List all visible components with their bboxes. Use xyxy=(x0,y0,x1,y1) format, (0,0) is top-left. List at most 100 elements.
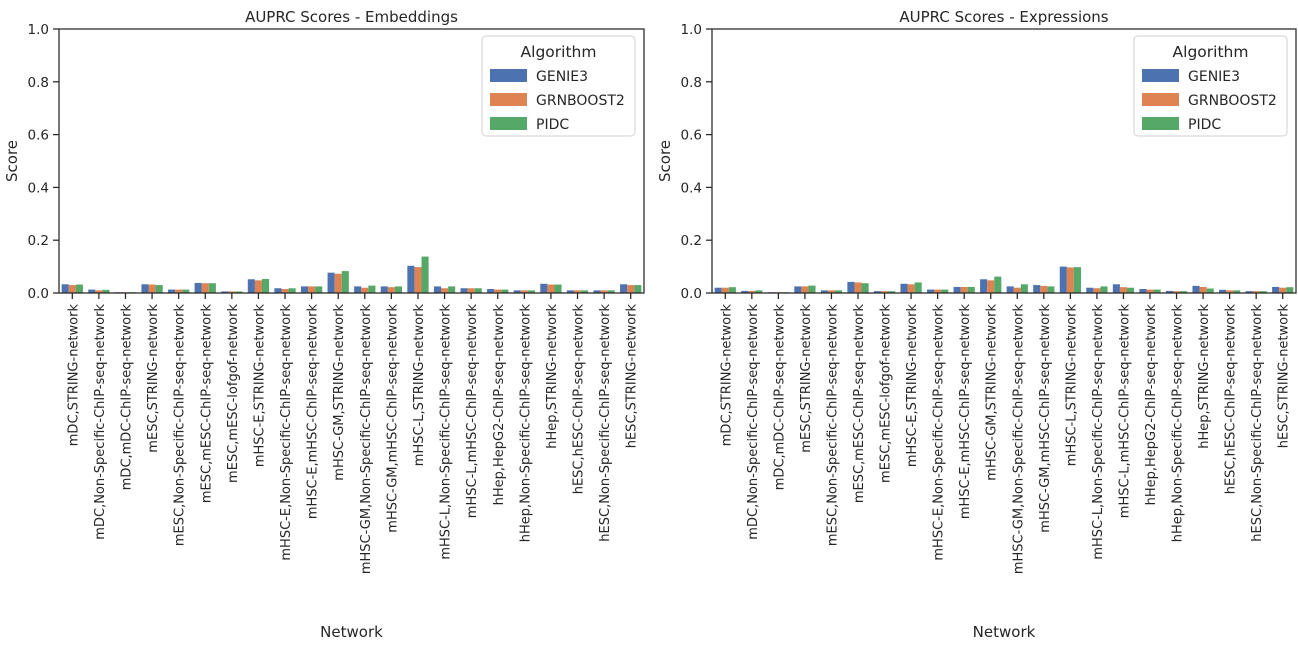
y-tick-label: 0.6 xyxy=(681,128,702,144)
bar-grnboost2-10 xyxy=(987,280,995,293)
bar-grnboost2-13 xyxy=(414,267,422,293)
bar-genie3-19 xyxy=(1219,289,1227,293)
bar-pidc-21 xyxy=(1286,287,1294,293)
x-tick-label: hESC,STRING-network xyxy=(625,304,640,449)
bar-grnboost2-8 xyxy=(934,289,942,293)
bar-pidc-21 xyxy=(634,285,642,293)
bar-pidc-18 xyxy=(554,284,562,293)
legend-swatch-grnboost2 xyxy=(490,93,527,106)
bar-grnboost2-6 xyxy=(881,291,889,293)
legend-label-grnboost2: GRNBOOST2 xyxy=(536,93,625,109)
bar-grnboost2-9 xyxy=(308,286,316,293)
x-tick-label: hESC,hESC-ChIP-seq-network xyxy=(572,304,587,495)
chart-embeddings: AUPRC Scores - Embeddings 0.0 0.2 0.4 0.6 0.8… xyxy=(3,8,645,641)
x-tick-label: hHep,STRING-network xyxy=(1197,304,1212,449)
legend-label-pidc: PIDC xyxy=(1188,117,1221,133)
bar-genie3-6 xyxy=(873,291,882,293)
bar-genie3-11 xyxy=(1006,286,1014,293)
x-tick-label: hHep,STRING-network xyxy=(545,304,560,449)
bar-grnboost2-6 xyxy=(228,291,236,293)
bar-grnboost2-13 xyxy=(1066,267,1074,293)
x-tick-label: mDC,STRING-network xyxy=(66,304,81,447)
x-tick-label: mHSC-E,mHSC-ChIP-seq-network xyxy=(306,304,321,520)
bar-genie3-18 xyxy=(540,283,548,293)
bar-genie3-0 xyxy=(714,287,722,293)
bar-genie3-12 xyxy=(380,286,388,293)
bar-grnboost2-18 xyxy=(1199,286,1207,293)
bar-pidc-18 xyxy=(1206,288,1214,293)
x-tick-label: mESC,STRING-network xyxy=(799,304,814,453)
bar-pidc-8 xyxy=(941,289,949,293)
bar-grnboost2-16 xyxy=(494,289,502,293)
bar-grnboost2-12 xyxy=(387,287,395,293)
bar-genie3-12 xyxy=(1033,285,1041,293)
bar-genie3-7 xyxy=(247,279,255,293)
x-tick-label: mHSC-E,STRING-network xyxy=(252,304,267,468)
bar-pidc-6 xyxy=(235,291,243,293)
bar-genie3-15 xyxy=(460,288,468,293)
bar-genie3-6 xyxy=(221,291,229,293)
bar-genie3-17 xyxy=(513,290,521,293)
x-tick-label: hHep,Non-Specific-ChIP-seq-network xyxy=(1171,304,1186,543)
y-axis-label: Score xyxy=(3,140,21,182)
bar-grnboost2-14 xyxy=(441,288,449,293)
bar-grnboost2-19 xyxy=(1226,290,1234,293)
bar-pidc-16 xyxy=(1153,289,1161,293)
legend: Algorithm GENIE3 GRNBOOST2 PIDC xyxy=(1133,35,1288,137)
bar-grnboost2-19 xyxy=(573,290,582,293)
bar-pidc-7 xyxy=(261,279,270,293)
y-tick-label: 0.4 xyxy=(681,180,702,196)
bar-grnboost2-21 xyxy=(1279,287,1287,293)
bar-pidc-6 xyxy=(888,291,896,293)
bar-pidc-15 xyxy=(474,288,482,293)
x-tick-label: mHSC-GM,STRING-network xyxy=(332,304,347,481)
x-tick-label: mHSC-E,Non-Specific-ChIP-seq-network xyxy=(279,304,294,561)
bar-pidc-15 xyxy=(1126,287,1135,293)
bar-grnboost2-4 xyxy=(175,289,183,293)
bar-grnboost2-17 xyxy=(1173,291,1181,293)
bar-pidc-0 xyxy=(728,287,736,293)
x-tick-label: hHep,Non-Specific-ChIP-seq-network xyxy=(518,304,533,543)
legend-swatch-pidc xyxy=(490,117,527,130)
bar-grnboost2-15 xyxy=(1119,287,1127,293)
x-tick-label: mDC,Non-Specific-ChIP-seq-network xyxy=(746,304,761,540)
x-tick-label: hESC,hESC-ChIP-seq-network xyxy=(1224,304,1239,495)
bar-genie3-16 xyxy=(1139,289,1147,293)
bar-grnboost2-0 xyxy=(721,287,729,293)
x-tick-label: mDC,STRING-network xyxy=(719,304,734,447)
bar-pidc-12 xyxy=(394,286,403,293)
bar-pidc-10 xyxy=(994,276,1002,293)
bar-grnboost2-16 xyxy=(1146,289,1154,293)
bar-genie3-15 xyxy=(1112,284,1120,293)
plot-frame xyxy=(711,28,1297,294)
x-tick-label: mESC,STRING-network xyxy=(146,304,161,453)
x-tick-label: mHSC-L,STRING-network xyxy=(412,304,427,467)
bar-pidc-1 xyxy=(755,290,763,293)
bar-pidc-13 xyxy=(421,256,429,293)
bar-genie3-8 xyxy=(927,289,935,293)
bar-pidc-3 xyxy=(808,285,816,293)
legend-swatch-pidc xyxy=(1142,117,1179,130)
bar-genie3-10 xyxy=(327,272,335,293)
bar-genie3-8 xyxy=(274,288,282,293)
x-tick-label: mDC,mDC-ChIP-seq-network xyxy=(772,304,787,491)
legend-label-grnboost2: GRNBOOST2 xyxy=(1188,93,1277,109)
bar-grnboost2-12 xyxy=(1040,285,1048,293)
bar-grnboost2-1 xyxy=(95,290,103,293)
bar-pidc-11 xyxy=(1020,284,1028,293)
bar-genie3-14 xyxy=(1086,287,1094,293)
bar-grnboost2-17 xyxy=(520,290,528,293)
bar-grnboost2-5 xyxy=(854,282,862,293)
x-tick-label: hESC,Non-Specific-ChIP-seq-network xyxy=(598,304,613,542)
bar-genie3-16 xyxy=(487,289,495,293)
y-tick-label: 1.0 xyxy=(28,22,49,38)
bar-pidc-19 xyxy=(581,290,589,293)
bar-genie3-1 xyxy=(741,290,749,293)
bar-grnboost2-20 xyxy=(1252,291,1260,293)
chart-title: AUPRC Scores - Embeddings xyxy=(245,8,458,26)
y-tick-label: 0.0 xyxy=(681,286,702,302)
bar-grnboost2-10 xyxy=(334,273,342,293)
bar-genie3-3 xyxy=(141,284,149,293)
